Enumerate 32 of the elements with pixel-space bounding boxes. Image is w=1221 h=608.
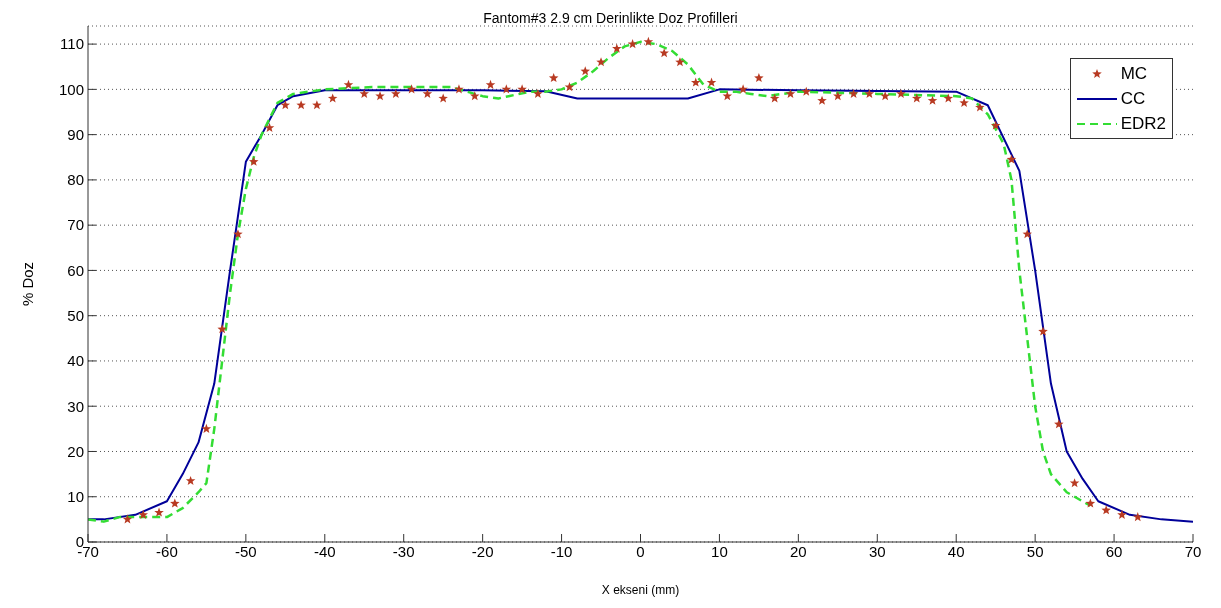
x-tick-label: -10 bbox=[550, 542, 573, 560]
legend-label: CC bbox=[1120, 88, 1146, 109]
x-tick-label: -60 bbox=[156, 542, 178, 560]
chart-title: Fantom#3 2.9 cm Derinlikte Doz Profilleri bbox=[482, 10, 739, 26]
x-tick-label: -30 bbox=[392, 542, 415, 560]
legend-label: EDR2 bbox=[1120, 113, 1166, 134]
y-tick-label: 90 bbox=[67, 125, 84, 143]
x-tick-label: 30 bbox=[868, 542, 886, 560]
x-tick-label: -50 bbox=[235, 542, 257, 560]
y-tick-label: 70 bbox=[67, 216, 84, 234]
y-tick-label: 20 bbox=[67, 442, 84, 460]
line-series bbox=[88, 88, 1193, 523]
y-axis-title: % Doz bbox=[19, 261, 37, 307]
y-tick-label: 100 bbox=[58, 80, 84, 98]
legend-label: MC bbox=[1120, 63, 1148, 84]
x-tick-label: 40 bbox=[947, 542, 965, 560]
x-tick-label: 50 bbox=[1026, 542, 1044, 560]
x-axis-title: X ekseni (mm) bbox=[601, 583, 680, 597]
y-tick-label: 80 bbox=[67, 171, 84, 189]
y-tick-label: 30 bbox=[67, 397, 84, 415]
x-tick-label: -20 bbox=[471, 542, 494, 560]
y-tick-label: 60 bbox=[67, 261, 84, 279]
y-tick-label: 50 bbox=[67, 307, 84, 325]
y-tick-label: 40 bbox=[67, 352, 84, 370]
x-tick-label: 10 bbox=[711, 542, 728, 560]
x-tick-label: -40 bbox=[313, 542, 336, 560]
x-tick-label: 70 bbox=[1184, 542, 1202, 560]
y-tick-label: 110 bbox=[60, 35, 84, 53]
y-tick-label: 10 bbox=[67, 488, 84, 506]
x-tick-label: 0 bbox=[636, 542, 645, 560]
x-tick-label: 20 bbox=[790, 542, 807, 560]
x-tick-label: 60 bbox=[1105, 542, 1123, 560]
